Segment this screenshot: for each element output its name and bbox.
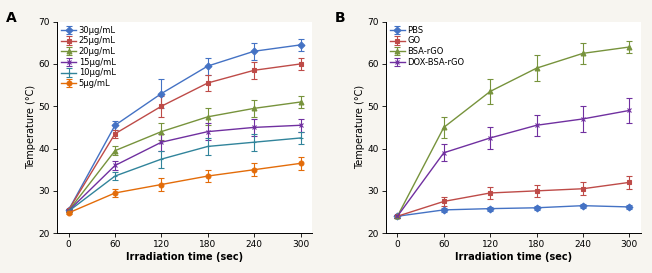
X-axis label: Irradiation time (sec): Irradiation time (sec)	[455, 252, 572, 262]
Text: B: B	[335, 11, 346, 25]
Legend: 30μg/mL, 25μg/mL, 20μg/mL, 15μg/mL, 10μg/mL, 5μg/mL: 30μg/mL, 25μg/mL, 20μg/mL, 15μg/mL, 10μg…	[59, 23, 118, 91]
Legend: PBS, GO, BSA-rGO, DOX-BSA-rGO: PBS, GO, BSA-rGO, DOX-BSA-rGO	[387, 23, 467, 69]
Y-axis label: Temperature (°C): Temperature (°C)	[355, 85, 364, 170]
X-axis label: Irradiation time (sec): Irradiation time (sec)	[126, 252, 243, 262]
Y-axis label: Temperature (°C): Temperature (°C)	[26, 85, 36, 170]
Text: A: A	[6, 11, 17, 25]
